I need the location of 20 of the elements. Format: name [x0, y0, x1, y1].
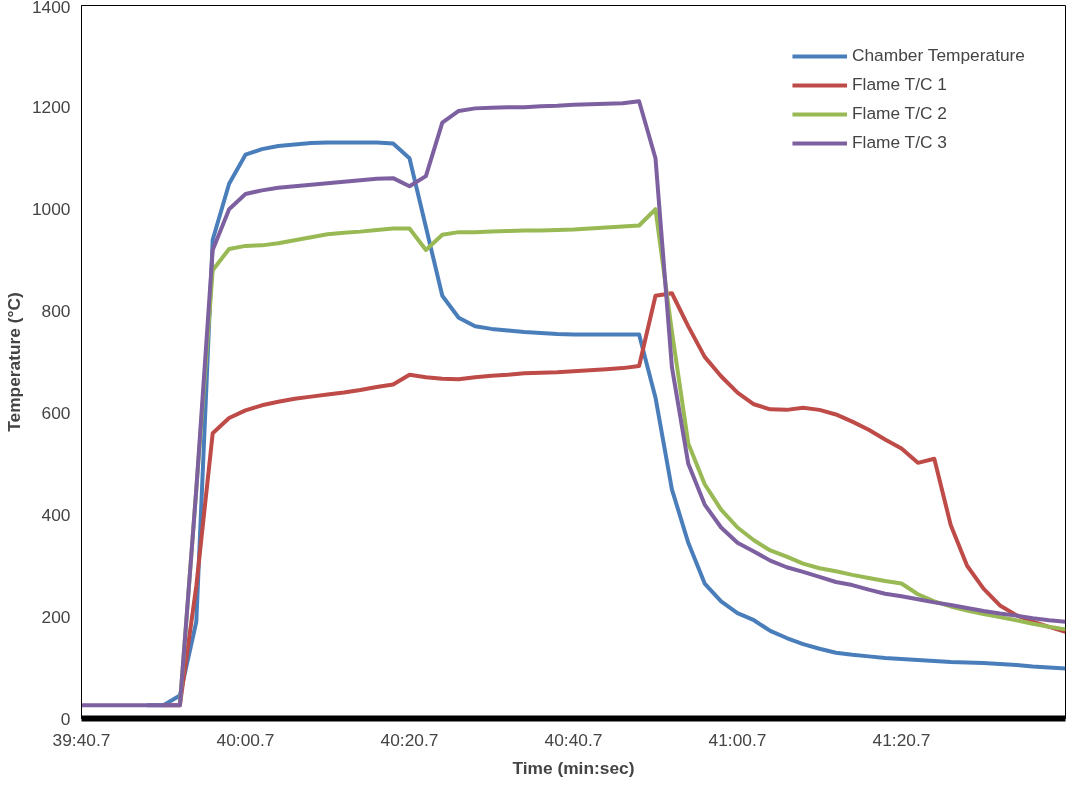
y-axis-title: Temperature (°C): [3, 292, 24, 432]
y-tick-label: 0: [60, 708, 71, 729]
legend-label: Chamber Temperature: [851, 45, 1025, 66]
x-tick-label: 40:20.7: [380, 729, 439, 750]
legend-label: Flame T/C 2: [851, 103, 947, 124]
x-tick-label: 40:00.7: [216, 729, 275, 750]
legend-label: Flame T/C 1: [851, 74, 947, 95]
x-tick-label: 39:40.7: [52, 729, 111, 750]
y-tick-label: 1200: [31, 97, 71, 118]
y-tick-label: 800: [41, 301, 71, 322]
y-tick-label: 600: [41, 402, 71, 423]
x-axis-title: Time (min:sec): [512, 757, 635, 778]
legend-label: Flame T/C 3: [851, 132, 947, 153]
y-tick-label: 1000: [31, 199, 71, 220]
y-tick-label: 400: [41, 504, 71, 525]
x-tick-label: 41:20.7: [872, 729, 931, 750]
x-tick-label: 40:40.7: [544, 729, 603, 750]
y-tick-label: 1400: [31, 0, 71, 17]
y-tick-label: 200: [41, 606, 71, 627]
x-tick-label: 41:00.7: [708, 729, 767, 750]
